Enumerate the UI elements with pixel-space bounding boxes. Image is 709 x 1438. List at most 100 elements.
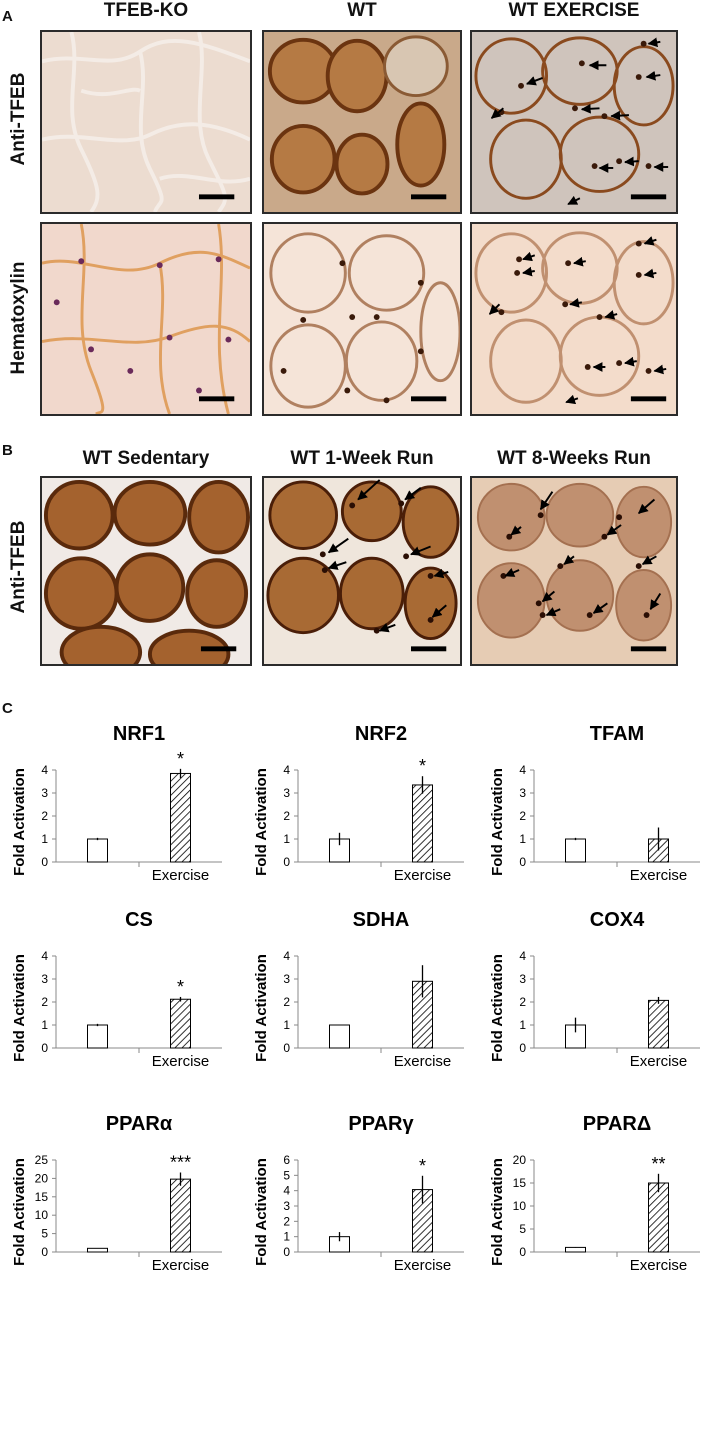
y-tick-label: 1 bbox=[283, 1018, 290, 1032]
micrograph-a-tfeb-ko-anti-tfeb bbox=[40, 30, 252, 214]
chart-title: NRF2 bbox=[355, 723, 407, 745]
chart-title: TFAM bbox=[590, 723, 644, 745]
y-tick-label: 0 bbox=[519, 855, 526, 869]
y-tick-label: 1 bbox=[519, 1018, 526, 1032]
x-category-label: Exercise bbox=[394, 867, 452, 884]
y-tick-label: 2 bbox=[283, 1214, 290, 1228]
y-axis-label: Fold Activation bbox=[253, 1158, 270, 1266]
chart-title: CS bbox=[125, 909, 153, 931]
y-axis-label: Fold Activation bbox=[253, 954, 270, 1062]
y-tick-label: 25 bbox=[35, 1153, 49, 1167]
y-tick-label: 1 bbox=[519, 832, 526, 846]
y-tick-label: 4 bbox=[283, 949, 290, 963]
y-axis-label: Fold Activation bbox=[11, 768, 28, 876]
chart-title: PPARΔ bbox=[583, 1113, 651, 1135]
bar-exercise bbox=[170, 1178, 191, 1253]
y-axis-label: Fold Activation bbox=[489, 1158, 506, 1266]
y-axis-label: Fold Activation bbox=[253, 768, 270, 876]
y-axis-label: Fold Activation bbox=[489, 954, 506, 1062]
bar-chart-tfam: TFAM Fold Activation 0 1 2 3 4 Exercise bbox=[478, 718, 708, 923]
y-tick-label: 2 bbox=[283, 995, 290, 1009]
bar-control bbox=[87, 838, 108, 863]
bar-chart-pparδ: PPARΔ Fold Activation 0 5 10 15 20 ** Exercise bbox=[478, 1108, 708, 1313]
bar-chart-sdha: SDHA Fold Activation 0 1 2 3 4 Exercise bbox=[242, 904, 472, 1109]
y-tick-label: 0 bbox=[283, 1041, 290, 1055]
y-tick-label: 2 bbox=[283, 809, 290, 823]
micrograph-a-tfeb-ko-hematoxylin bbox=[40, 222, 252, 416]
y-tick-label: 4 bbox=[519, 763, 526, 777]
y-tick-label: 20 bbox=[513, 1153, 527, 1167]
row-label-hematoxylin: Hematoxylin bbox=[8, 261, 29, 375]
col-title-wt-8-weeks-run: WT 8-Weeks Run bbox=[497, 448, 651, 469]
significance-label: * bbox=[419, 756, 426, 776]
significance-label: * bbox=[177, 749, 184, 769]
x-category-label: Exercise bbox=[394, 1053, 452, 1070]
row-label-anti-tfeb: Anti-TFEB bbox=[8, 72, 29, 166]
bar-exercise bbox=[648, 999, 669, 1049]
chart-title: PPARα bbox=[106, 1113, 173, 1135]
panel-c-letter: C bbox=[2, 700, 13, 717]
y-tick-label: 4 bbox=[41, 763, 48, 777]
chart-title: PPARγ bbox=[348, 1113, 414, 1135]
bar-exercise bbox=[412, 784, 433, 863]
chart-svg: PPARΔ Fold Activation 0 5 10 15 20 ** Exercise bbox=[489, 1113, 700, 1274]
bar-exercise bbox=[170, 998, 191, 1049]
panel-b-letter: B bbox=[2, 442, 13, 459]
y-tick-label: 2 bbox=[41, 995, 48, 1009]
y-tick-label: 0 bbox=[41, 855, 48, 869]
y-tick-label: 0 bbox=[41, 1245, 48, 1259]
micrograph-a-wt-anti-tfeb bbox=[262, 30, 462, 214]
y-tick-label: 4 bbox=[41, 949, 48, 963]
y-tick-label: 20 bbox=[35, 1171, 49, 1185]
y-tick-label: 5 bbox=[283, 1168, 290, 1182]
x-category-label: Exercise bbox=[152, 1257, 210, 1274]
bar-control bbox=[565, 1246, 586, 1253]
bar-chart-nrf1: NRF1 Fold Activation 0 1 2 3 4 * Exercise bbox=[0, 718, 230, 923]
y-axis-label: Fold Activation bbox=[11, 954, 28, 1062]
significance-label: *** bbox=[170, 1153, 191, 1173]
significance-label: ** bbox=[651, 1154, 665, 1174]
y-tick-label: 1 bbox=[283, 1230, 290, 1244]
y-axis-label: Fold Activation bbox=[11, 1158, 28, 1266]
y-tick-label: 3 bbox=[519, 972, 526, 986]
bar-chart-pparα: PPARα Fold Activation 0 5 10 15 20 25 *** Exercis… bbox=[0, 1108, 230, 1313]
col-title-wt-1-week-run: WT 1-Week Run bbox=[290, 448, 434, 469]
col-title-tfeb-ko: TFEB-KO bbox=[103, 0, 189, 21]
bar-chart-pparγ: PPARγ Fold Activation 0 1 2 3 4 5 6 * Exercise bbox=[242, 1108, 472, 1313]
chart-svg: CS Fold Activation 0 1 2 3 4 * Exercise bbox=[11, 909, 222, 1070]
col-title-wt-exercise: WT EXERCISE bbox=[508, 0, 640, 21]
chart-title: COX4 bbox=[590, 909, 645, 931]
x-category-label: Exercise bbox=[630, 1053, 688, 1070]
bar-exercise bbox=[170, 772, 191, 863]
bar-chart-cox4: COX4 Fold Activation 0 1 2 3 4 Exercise bbox=[478, 904, 708, 1109]
y-tick-label: 0 bbox=[519, 1245, 526, 1259]
y-tick-label: 15 bbox=[513, 1176, 527, 1190]
chart-svg: PPARα Fold Activation 0 5 10 15 20 25 *** Exercis… bbox=[11, 1113, 222, 1274]
chart-svg: SDHA Fold Activation 0 1 2 3 4 Exercise bbox=[253, 909, 464, 1070]
chart-svg: NRF1 Fold Activation 0 1 2 3 4 * Exercise bbox=[11, 723, 222, 884]
y-tick-label: 2 bbox=[519, 809, 526, 823]
y-tick-label: 5 bbox=[41, 1227, 48, 1241]
row-label-b-anti-tfeb: Anti-TFEB bbox=[8, 520, 29, 614]
bar-chart-cs: CS Fold Activation 0 1 2 3 4 * Exercise bbox=[0, 904, 230, 1109]
x-category-label: Exercise bbox=[394, 1257, 452, 1274]
bar-chart-nrf2: NRF2 Fold Activation 0 1 2 3 4 * Exercise bbox=[242, 718, 472, 923]
y-tick-label: 4 bbox=[283, 1184, 290, 1198]
y-tick-label: 2 bbox=[41, 809, 48, 823]
y-tick-label: 0 bbox=[41, 1041, 48, 1055]
y-tick-label: 2 bbox=[519, 995, 526, 1009]
y-tick-label: 5 bbox=[519, 1222, 526, 1236]
chart-title: NRF1 bbox=[113, 723, 165, 745]
chart-title: SDHA bbox=[353, 909, 410, 931]
y-tick-label: 3 bbox=[283, 1199, 290, 1213]
y-tick-label: 0 bbox=[283, 855, 290, 869]
bar-control bbox=[87, 1024, 108, 1049]
significance-label: * bbox=[419, 1156, 426, 1176]
y-tick-label: 1 bbox=[41, 1018, 48, 1032]
y-tick-label: 3 bbox=[41, 786, 48, 800]
micrograph-b-wt-8-weeks-run bbox=[470, 476, 678, 666]
chart-svg: TFAM Fold Activation 0 1 2 3 4 Exercise bbox=[489, 723, 700, 884]
chart-svg: COX4 Fold Activation 0 1 2 3 4 Exercise bbox=[489, 909, 700, 1070]
significance-label: * bbox=[177, 977, 184, 997]
chart-svg: NRF2 Fold Activation 0 1 2 3 4 * Exercise bbox=[253, 723, 464, 884]
